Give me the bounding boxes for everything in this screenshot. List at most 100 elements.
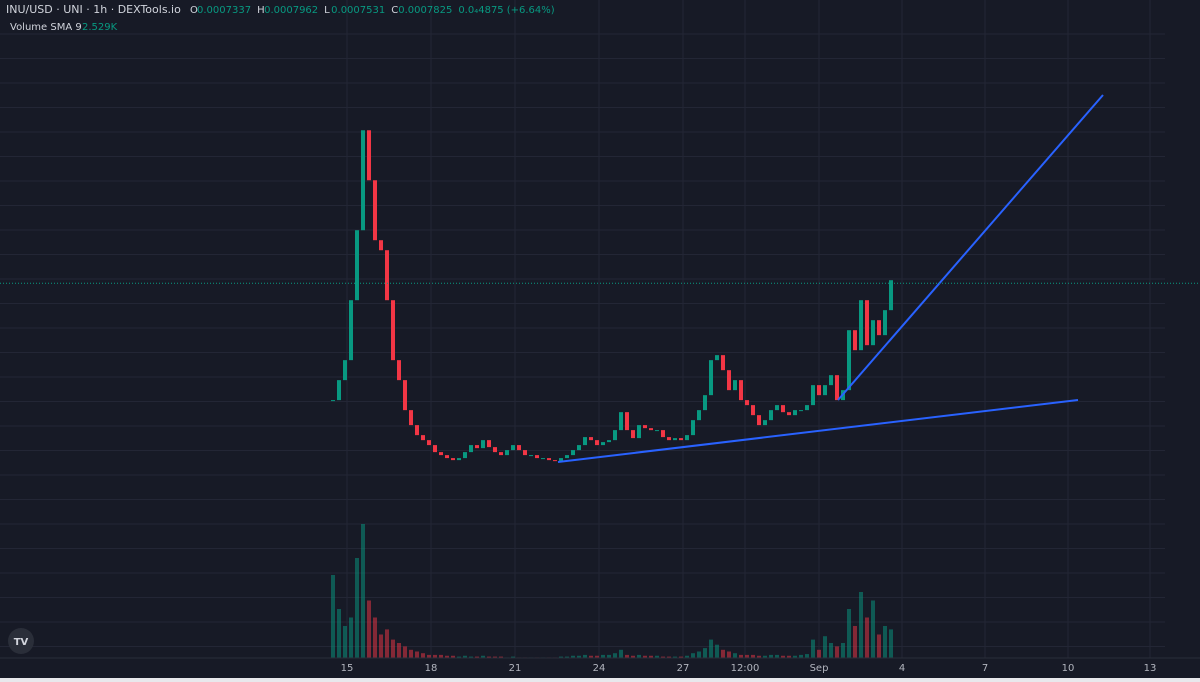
candle xyxy=(643,425,647,429)
candle xyxy=(637,425,641,439)
volume-bar xyxy=(421,653,425,660)
tv-logo-text: TV xyxy=(14,637,29,648)
trend-line xyxy=(837,94,1104,401)
volume-bar xyxy=(853,626,857,660)
candle xyxy=(775,405,779,411)
volume-bar xyxy=(613,653,617,660)
candle xyxy=(361,130,365,231)
candle xyxy=(745,400,749,406)
volume-bar xyxy=(367,600,371,660)
candle xyxy=(703,395,707,411)
candle xyxy=(511,445,515,451)
volume-bar xyxy=(847,609,851,660)
candle xyxy=(847,330,851,391)
volume-label: Volume SMA 9 xyxy=(10,22,82,33)
volume-bar xyxy=(403,646,407,660)
candle xyxy=(523,450,527,456)
candle xyxy=(397,360,401,381)
ohlc-key: H xyxy=(257,5,265,16)
candle xyxy=(649,428,653,431)
candle xyxy=(685,435,689,441)
volume-bar xyxy=(865,617,869,660)
candle xyxy=(499,452,503,456)
volume-bar xyxy=(703,648,707,660)
volume-bar xyxy=(625,654,629,660)
change-pct: (+6.64%) xyxy=(507,5,555,16)
volume-bar xyxy=(355,558,359,660)
volume-bar xyxy=(637,654,641,660)
candle xyxy=(583,437,587,446)
chart-title: INU/USD · UNI · 1h · DEXTools.io xyxy=(6,3,181,16)
x-tick-label: 4 xyxy=(899,663,905,674)
candle xyxy=(673,438,677,441)
candle xyxy=(577,445,581,451)
candle xyxy=(727,370,731,391)
volume-bar xyxy=(817,649,821,660)
candle xyxy=(349,300,353,361)
volume-bar xyxy=(811,639,815,660)
volume-bar xyxy=(769,654,773,660)
ohlc-value: 0.0007962 xyxy=(264,5,318,16)
candle xyxy=(451,458,455,461)
volume-bar xyxy=(715,644,719,660)
volume-bar xyxy=(385,629,389,660)
volume-bar xyxy=(433,654,437,660)
volume-bar xyxy=(835,646,839,660)
candle xyxy=(721,355,725,371)
volume-bar xyxy=(829,643,833,660)
volume-bar xyxy=(361,524,365,660)
candle xyxy=(559,458,563,462)
candle xyxy=(379,240,383,251)
trend-line xyxy=(557,399,1079,463)
volume-bar xyxy=(739,654,743,660)
volume-bar xyxy=(391,639,395,660)
volume-bar xyxy=(415,651,419,660)
volume-bar xyxy=(349,617,353,660)
candle xyxy=(541,458,545,460)
candle xyxy=(655,430,659,432)
x-tick-label: 27 xyxy=(677,663,690,674)
candle xyxy=(595,440,599,446)
candle xyxy=(529,455,533,457)
candle xyxy=(859,300,863,351)
volume-bar xyxy=(745,654,749,660)
candle xyxy=(757,415,761,426)
candle xyxy=(733,380,737,391)
candle xyxy=(619,412,623,431)
volume-bar xyxy=(619,649,623,660)
volume-bar xyxy=(775,654,779,660)
candle xyxy=(865,300,869,346)
candle xyxy=(331,400,335,402)
x-tick-label: 18 xyxy=(425,663,438,674)
candle xyxy=(517,445,521,451)
candle xyxy=(391,300,395,361)
volume-bar xyxy=(889,629,893,660)
volume-bar xyxy=(877,634,881,660)
volume-bar xyxy=(379,634,383,660)
x-tick-label: Sep xyxy=(810,663,829,674)
candle xyxy=(475,445,479,449)
candle-layer xyxy=(331,130,893,462)
candle xyxy=(823,385,827,396)
candle xyxy=(421,435,425,441)
volume-bar xyxy=(859,592,863,660)
ohlc-value: 0.0007531 xyxy=(331,5,385,16)
candle xyxy=(769,410,773,421)
tv-logo[interactable] xyxy=(8,628,34,654)
bottom-strip xyxy=(0,678,1200,682)
candle xyxy=(751,405,755,416)
candle xyxy=(343,360,347,381)
candle xyxy=(763,420,767,426)
ohlc-key: L xyxy=(324,5,330,16)
candle xyxy=(373,180,377,241)
volume-bar xyxy=(751,654,755,660)
x-labels: 15 18 21 24 27 12:00 Sep 4 7 10 13 xyxy=(341,663,1157,674)
candle xyxy=(715,355,719,361)
volume-bar xyxy=(373,617,377,660)
volume-bar xyxy=(733,653,737,660)
candle xyxy=(409,410,413,426)
candle xyxy=(661,430,665,438)
volume-bar xyxy=(439,654,443,660)
x-tick-label: 7 xyxy=(982,663,988,674)
